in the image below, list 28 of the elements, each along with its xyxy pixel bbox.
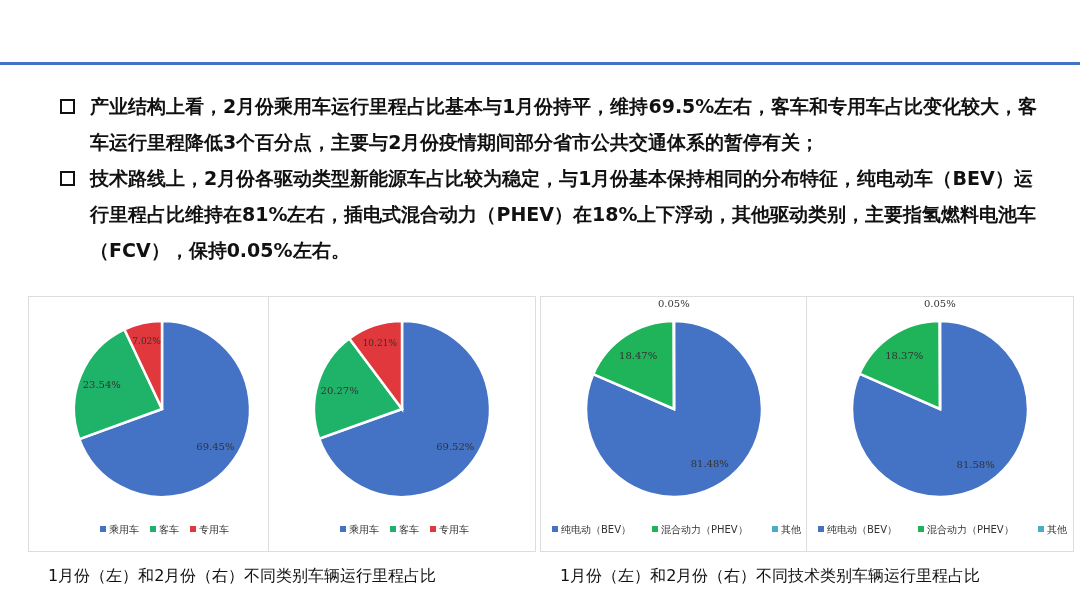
legend-label: 混合动力（PHEV） <box>661 524 748 535</box>
legend-label: 乘用车 <box>109 524 139 535</box>
data-label: 69.45% <box>196 441 235 453</box>
data-label: 81.58% <box>956 458 995 470</box>
text: 1月份（左）和2月份（右）不同技术类别车辆运行里程占比 <box>560 566 981 587</box>
legend-label: 客车 <box>159 524 179 535</box>
data-label: 10.21% <box>362 338 398 349</box>
legend-label: 专用车 <box>439 524 469 535</box>
legend-label: 混合动力（PHEV） <box>927 524 1014 535</box>
text: 产业结构上看，2月份乘用车运行里程占比基本与1月份持平，维持69.5%左右，客车和专用车占比变化较大，客车运行里程降低3个百分点，主要与2月份疫情期间部分省市公共交通体系的暂停有关； <box>89 94 1039 155</box>
text: 1月份（左）和2月份（右）不同类别车辆运行里程占比 <box>48 566 437 587</box>
legend-label: 客车 <box>399 524 419 535</box>
legend-label: 纯电动（BEV） <box>561 524 632 535</box>
legend-label: 专用车 <box>199 524 229 535</box>
data-label: 0.05% <box>923 298 956 309</box>
data-label: 18.47% <box>619 349 658 361</box>
data-label: 20.27% <box>320 385 359 397</box>
data-label: 0.05% <box>657 298 690 309</box>
text: 技术路线上，2月份各驱动类型新能源车占比较为稳定，与1月份基本保持相同的分布特征，纯电动车（BEV）运行里程占比维持在81%左右，插电式混合动力（PHEV）在18%上下浮动，其他驱动类别，主要指氢燃料电池车（FCV），保持0.05%左右。 <box>88 166 1038 263</box>
legend-label: 其他 <box>781 524 801 535</box>
legend-label: 其他 <box>1047 524 1067 535</box>
data-label: 81.48% <box>690 458 729 470</box>
legend-label: 纯电动（BEV） <box>827 524 898 535</box>
data-label: 18.37% <box>885 349 924 361</box>
data-label: 69.52% <box>436 441 475 453</box>
legend-label: 乘用车 <box>349 524 379 535</box>
data-label: 7.02% <box>132 336 162 347</box>
data-label: 23.54% <box>82 379 121 391</box>
